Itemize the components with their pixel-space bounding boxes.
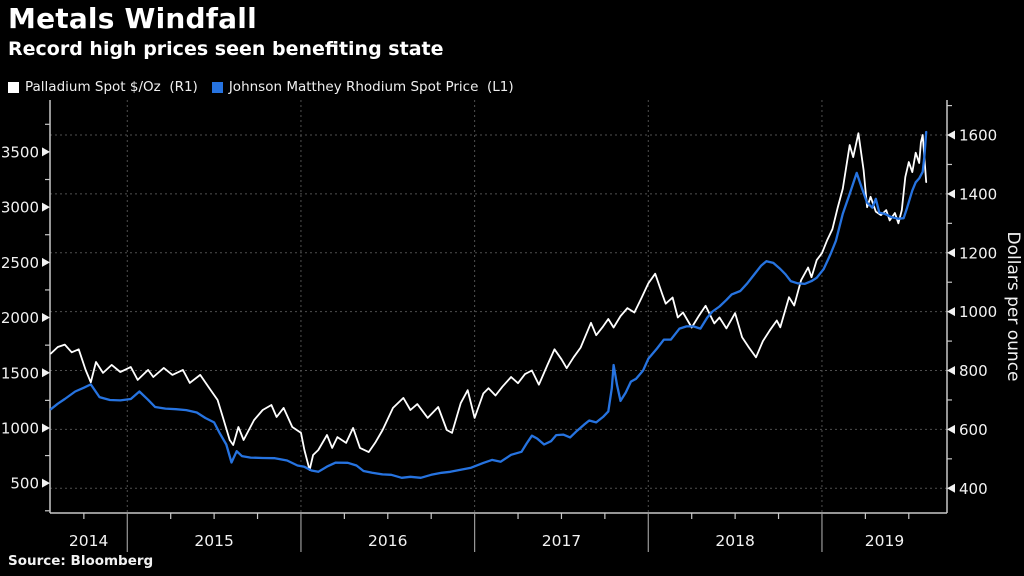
left-axis-tick-label: 3500 bbox=[1, 143, 39, 161]
legend-label-palladium: Palladium Spot $/Oz (R1) bbox=[25, 79, 198, 95]
left-axis-tick-arrow bbox=[42, 147, 50, 157]
right-axis-tick-arrow bbox=[947, 130, 955, 140]
left-axis-tick-arrow bbox=[42, 202, 50, 212]
left-axis-tick-label: 1000 bbox=[1, 419, 39, 437]
right-axis-tick-arrow bbox=[947, 424, 955, 434]
left-axis-tick-label: 2500 bbox=[1, 254, 39, 272]
left-axis-tick-label: 2000 bbox=[1, 309, 39, 327]
legend-item-rhodium[interactable]: Johnson Matthey Rhodium Spot Price (L1) bbox=[211, 79, 514, 95]
x-axis-year-label: 2015 bbox=[194, 532, 233, 550]
left-axis-tick-label: 1500 bbox=[1, 364, 39, 382]
chart-legend: Palladium Spot $/Oz (R1) Johnson Matthey… bbox=[8, 79, 514, 95]
right-axis-tick-label: 800 bbox=[959, 362, 988, 380]
rhodium-swatch-icon bbox=[211, 81, 223, 93]
right-axis-tick-label: 1400 bbox=[959, 185, 997, 203]
left-axis-tick-arrow bbox=[42, 368, 50, 378]
x-axis-year-label: 2018 bbox=[715, 532, 754, 550]
rhodium-line bbox=[49, 130, 928, 479]
legend-item-palladium[interactable]: Palladium Spot $/Oz (R1) bbox=[8, 79, 198, 95]
right-axis-tick-label: 400 bbox=[959, 480, 988, 498]
source-note: Source: Bloomberg bbox=[8, 553, 154, 569]
x-axis-year-label: 2019 bbox=[865, 532, 904, 550]
right-axis-tick-arrow bbox=[947, 483, 955, 493]
right-axis-tick-arrow bbox=[947, 248, 955, 258]
x-axis-year-label: 2016 bbox=[368, 532, 407, 550]
right-axis-tick-label: 1000 bbox=[959, 303, 997, 321]
x-axis-year-label: 2017 bbox=[542, 532, 581, 550]
left-axis-tick-arrow bbox=[42, 423, 50, 433]
right-axis-tick-arrow bbox=[947, 366, 955, 376]
right-axis-tick-label: 1600 bbox=[959, 127, 997, 145]
palladium-line bbox=[50, 132, 928, 471]
left-axis-tick-arrow bbox=[42, 257, 50, 267]
right-axis-tick-arrow bbox=[947, 307, 955, 317]
left-axis-tick-arrow bbox=[42, 313, 50, 323]
left-axis-tick-label: 500 bbox=[10, 475, 39, 493]
left-axis-tick-label: 3000 bbox=[1, 199, 39, 217]
chart-title: Metals Windfall bbox=[8, 2, 257, 35]
right-axis-tick-label: 1200 bbox=[959, 244, 997, 262]
palladium-swatch-icon bbox=[8, 81, 19, 93]
legend-label-rhodium: Johnson Matthey Rhodium Spot Price (L1) bbox=[228, 79, 514, 95]
right-axis-title: Dollars per ounce bbox=[1003, 231, 1023, 381]
right-axis-tick-label: 600 bbox=[959, 421, 988, 439]
x-axis-year-label: 2014 bbox=[69, 532, 108, 550]
chart-subtitle: Record high prices seen benefiting state bbox=[8, 38, 444, 60]
right-axis-tick-arrow bbox=[947, 189, 955, 199]
left-axis-tick-arrow bbox=[42, 478, 50, 488]
